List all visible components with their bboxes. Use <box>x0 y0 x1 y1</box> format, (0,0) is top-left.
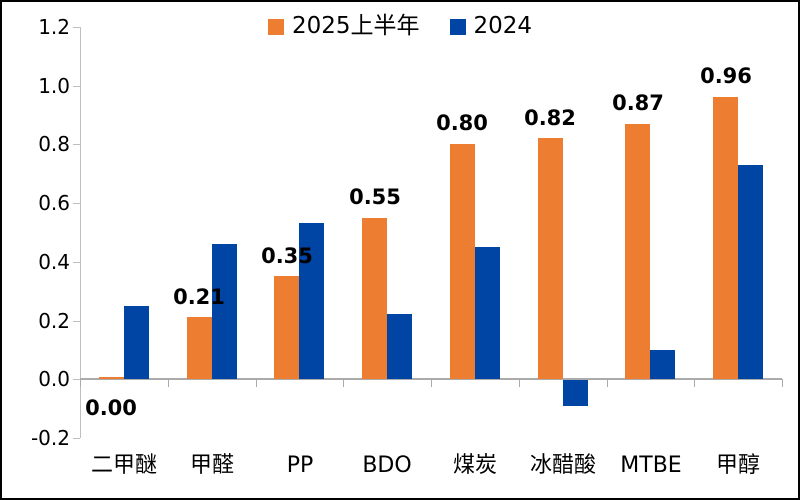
bar-series2-甲醇 <box>738 165 763 379</box>
bar-series2-煤炭 <box>475 247 500 379</box>
y-axis-label: 1.2 <box>38 15 70 39</box>
x-axis-label-冰醋酸: 冰醋酸 <box>529 453 596 478</box>
bar-series1-MTBE <box>625 124 650 379</box>
x-axis-label-二甲醚: 二甲醚 <box>90 453 157 478</box>
x-axis-label-煤炭: 煤炭 <box>452 453 497 478</box>
value-label-MTBE: 0.87 <box>612 91 664 115</box>
bar-series2-二甲醚 <box>124 306 149 379</box>
y-axis-tick <box>73 203 80 204</box>
x-axis-label-PP: PP <box>286 453 314 478</box>
bar-series2-BDO <box>387 314 412 379</box>
x-axis-tick <box>519 379 520 387</box>
x-axis-label-MTBE: MTBE <box>620 453 682 478</box>
bar-series1-甲醛 <box>187 317 212 379</box>
y-axis-tick <box>73 27 80 28</box>
bar-series1-甲醇 <box>713 97 738 379</box>
x-axis-tick <box>256 379 257 387</box>
y-axis-label: 1.0 <box>38 74 70 98</box>
legend: 2025上半年 2024 <box>2 15 798 38</box>
bar-series2-PP <box>299 223 324 379</box>
legend-label: 2025上半年 <box>291 13 420 39</box>
legend-label: 2024 <box>473 13 533 39</box>
x-axis-tick <box>431 379 432 387</box>
y-axis-label: 0.8 <box>38 132 70 156</box>
value-label-PP: 0.35 <box>261 244 313 268</box>
bar-series1-二甲醚 <box>99 377 124 379</box>
value-label-甲醛: 0.21 <box>173 285 225 309</box>
legend-item-2: 2024 <box>449 13 533 39</box>
y-axis-tick <box>73 321 80 322</box>
bar-series2-甲醛 <box>212 244 237 379</box>
y-axis-tick <box>73 379 80 380</box>
x-axis-label-BDO: BDO <box>362 453 412 478</box>
x-axis-tick <box>607 379 608 387</box>
value-label-BDO: 0.55 <box>349 185 401 209</box>
bar-series1-冰醋酸 <box>538 138 563 379</box>
y-axis-label: 0.0 <box>38 367 70 391</box>
legend-swatch-icon <box>267 18 284 35</box>
x-axis-tick <box>343 379 344 387</box>
y-axis-label: 0.4 <box>38 250 70 274</box>
y-axis-tick <box>73 144 80 145</box>
x-axis-tick <box>782 379 783 387</box>
x-axis-tick <box>694 379 695 387</box>
x-axis-tick <box>168 379 169 387</box>
bar-series1-BDO <box>362 218 387 379</box>
y-axis-tick <box>73 262 80 263</box>
legend-swatch-icon <box>449 18 466 35</box>
y-axis-tick <box>73 438 80 439</box>
value-label-二甲醚: 0.00 <box>85 396 137 420</box>
value-label-煤炭: 0.80 <box>436 111 488 135</box>
bar-series1-PP <box>274 276 299 379</box>
value-label-冰醋酸: 0.82 <box>524 106 576 130</box>
y-axis-line <box>80 27 81 438</box>
value-label-甲醇: 0.96 <box>700 64 752 88</box>
bar-series2-MTBE <box>650 350 675 379</box>
x-axis-label-甲醛: 甲醛 <box>189 453 234 478</box>
legend-item-1: 2025上半年 <box>267 13 420 39</box>
y-axis-label: 0.2 <box>38 309 70 333</box>
bar-series2-冰醋酸 <box>563 380 588 406</box>
y-axis-tick <box>73 86 80 87</box>
x-axis-tick <box>80 379 81 387</box>
y-axis-label: -0.2 <box>30 426 70 450</box>
y-axis-label: 0.6 <box>38 191 70 215</box>
x-axis-label-甲醇: 甲醇 <box>715 453 760 478</box>
bar-series1-煤炭 <box>450 144 475 379</box>
